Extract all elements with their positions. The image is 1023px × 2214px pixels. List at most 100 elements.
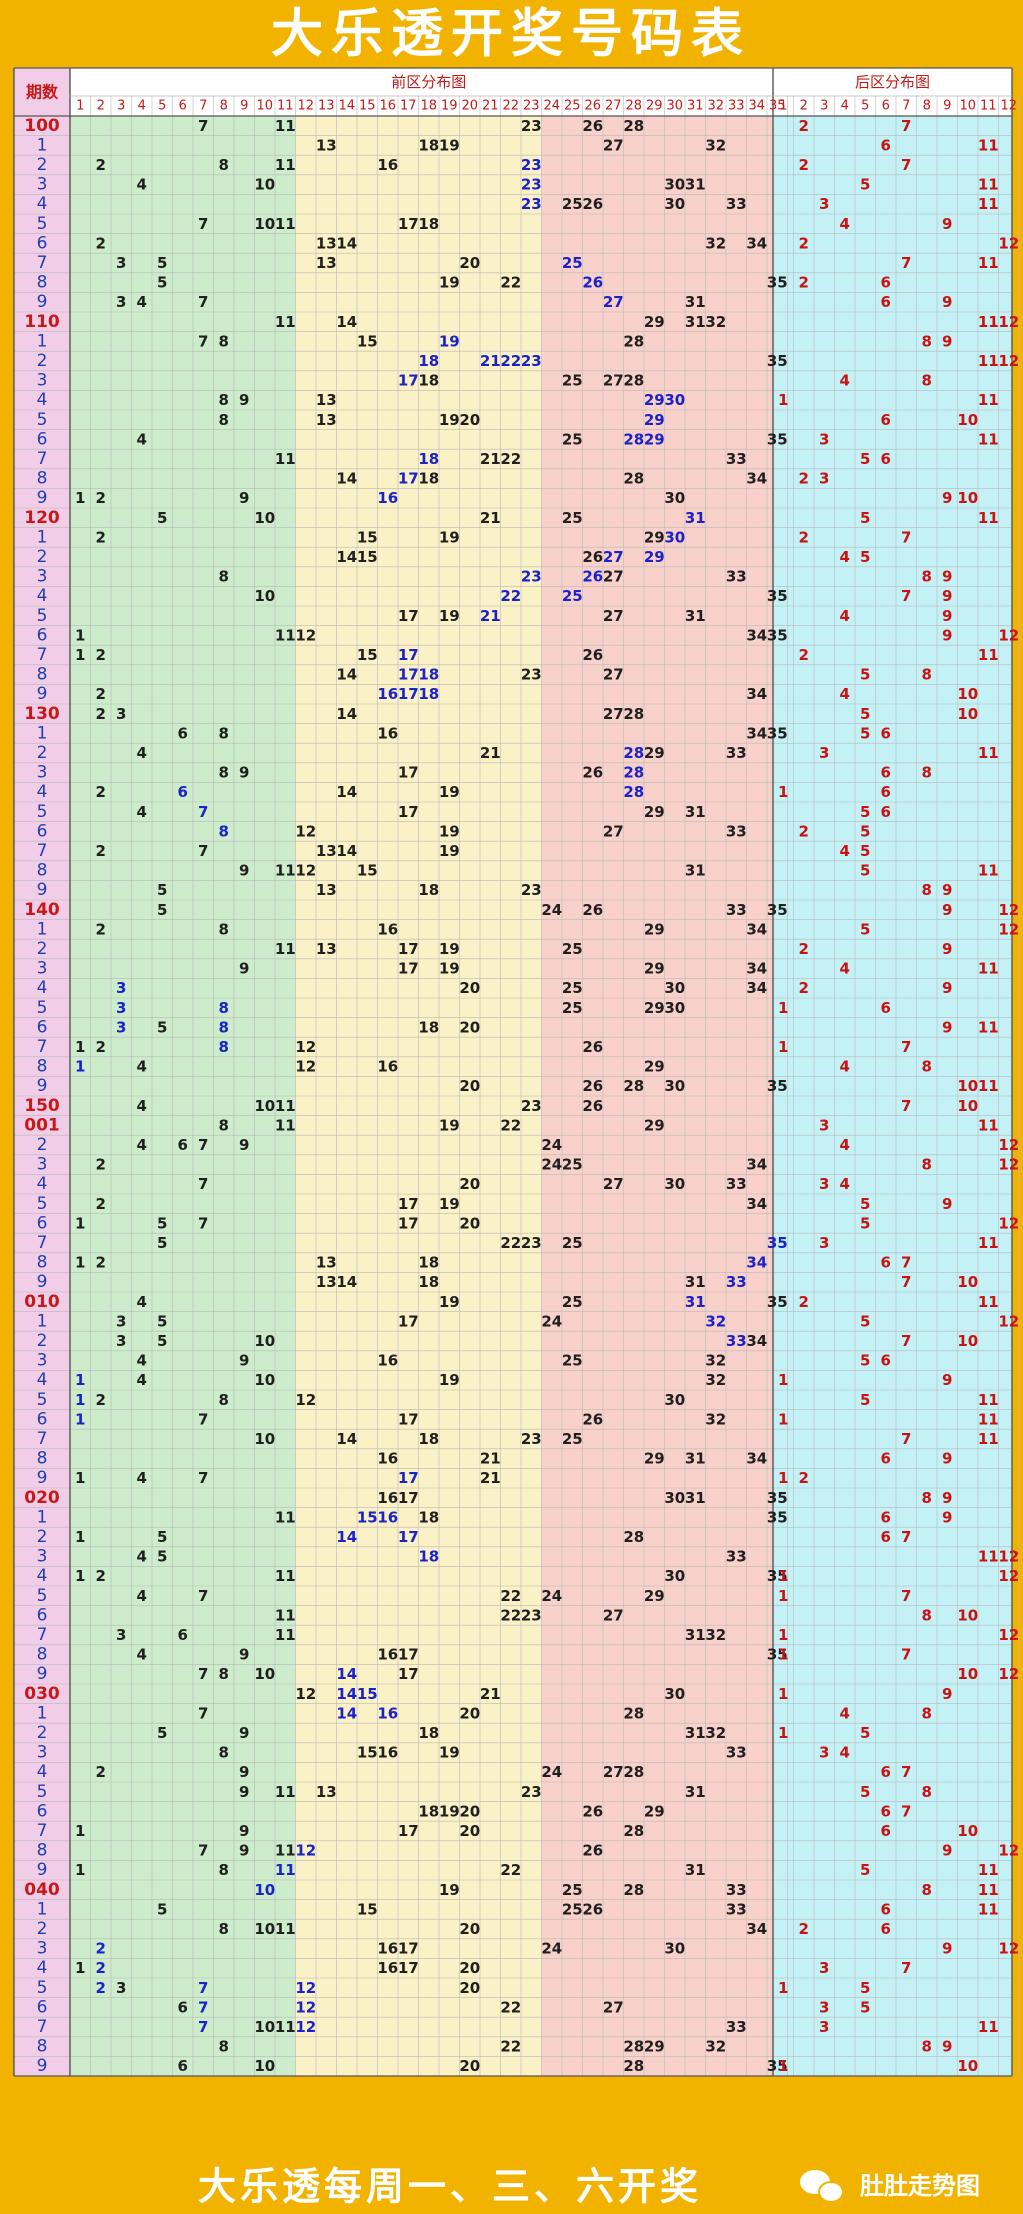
back-number-mark: 7 bbox=[901, 1763, 911, 1781]
front-number-mark: 16 bbox=[377, 156, 398, 174]
front-number-mark: 25 bbox=[562, 254, 583, 272]
period-label: 2 bbox=[37, 1331, 48, 1351]
back-number-mark: 11 bbox=[978, 1900, 999, 1918]
period-label: 5 bbox=[37, 1390, 48, 1410]
back-number-mark: 7 bbox=[901, 117, 911, 135]
front-number-mark: 3 bbox=[116, 705, 126, 723]
front-number-mark: 25 bbox=[562, 1352, 583, 1370]
front-number-mark: 24 bbox=[541, 901, 562, 919]
front-number-mark: 35 bbox=[767, 1234, 788, 1252]
front-number-mark: 23 bbox=[521, 1783, 542, 1801]
front-number-mark: 6 bbox=[178, 1998, 188, 2016]
front-number-mark: 5 bbox=[157, 1234, 167, 1252]
front-number-mark: 15 bbox=[357, 1685, 378, 1703]
back-number-mark: 2 bbox=[799, 1293, 809, 1311]
back-number-mark: 3 bbox=[819, 195, 829, 213]
front-number-mark: 15 bbox=[357, 862, 378, 880]
front-number-mark: 19 bbox=[439, 1881, 460, 1899]
front-number-mark: 32 bbox=[705, 2038, 726, 2056]
front-number-mark: 11 bbox=[275, 940, 296, 958]
back-number-mark: 4 bbox=[840, 1744, 850, 1762]
back-number-mark: 2 bbox=[799, 1469, 809, 1487]
back-number-mark: 5 bbox=[860, 450, 870, 468]
back-number-mark: 10 bbox=[957, 1273, 978, 1291]
back-number-mark: 9 bbox=[942, 1842, 952, 1860]
back-number-mark: 6 bbox=[881, 764, 891, 782]
front-number-mark: 31 bbox=[685, 1489, 706, 1507]
front-number-mark: 34 bbox=[746, 685, 767, 703]
back-column-label: 10 bbox=[959, 99, 976, 114]
front-number-mark: 19 bbox=[439, 1802, 460, 1820]
front-number-mark: 21 bbox=[480, 352, 501, 370]
back-number-mark: 2 bbox=[799, 274, 809, 292]
front-number-mark: 16 bbox=[377, 1508, 398, 1526]
back-column-label: 2 bbox=[800, 99, 808, 114]
front-number-mark: 35 bbox=[767, 587, 788, 605]
period-label: 130 bbox=[24, 704, 60, 724]
back-number-mark: 8 bbox=[922, 2038, 932, 2056]
front-number-mark: 7 bbox=[198, 1842, 208, 1860]
front-number-mark: 7 bbox=[198, 1979, 208, 1997]
back-number-mark: 5 bbox=[860, 842, 870, 860]
front-number-mark: 35 bbox=[767, 1077, 788, 1095]
front-number-mark: 10 bbox=[254, 1881, 275, 1899]
front-number-mark: 20 bbox=[459, 979, 480, 997]
back-column-label: 9 bbox=[943, 99, 951, 114]
front-number-mark: 3 bbox=[116, 1626, 126, 1644]
front-number-mark: 31 bbox=[685, 1293, 706, 1311]
front-number-mark: 17 bbox=[398, 1410, 419, 1428]
front-number-mark: 18 bbox=[418, 1508, 439, 1526]
period-label: 9 bbox=[37, 488, 48, 508]
period-label: 9 bbox=[37, 1468, 48, 1488]
front-number-mark: 28 bbox=[623, 430, 644, 448]
back-number-mark: 5 bbox=[860, 1195, 870, 1213]
back-number-mark: 7 bbox=[901, 1273, 911, 1291]
front-number-mark: 31 bbox=[685, 176, 706, 194]
front-number-mark: 11 bbox=[275, 1508, 296, 1526]
back-number-mark: 3 bbox=[819, 1116, 829, 1134]
front-number-mark: 4 bbox=[137, 1469, 147, 1487]
front-number-mark: 7 bbox=[198, 293, 208, 311]
front-number-mark: 30 bbox=[664, 1685, 685, 1703]
front-number-mark: 18 bbox=[418, 136, 439, 154]
front-number-mark: 19 bbox=[439, 842, 460, 860]
front-number-mark: 25 bbox=[562, 979, 583, 997]
front-number-mark: 4 bbox=[137, 176, 147, 194]
back-number-mark: 6 bbox=[881, 1254, 891, 1272]
front-number-mark: 8 bbox=[219, 1018, 229, 1036]
front-column-label: 3 bbox=[117, 99, 125, 114]
front-column-label: 22 bbox=[502, 99, 519, 114]
period-label: 8 bbox=[37, 2037, 48, 2057]
back-number-mark: 11 bbox=[978, 391, 999, 409]
front-column-label: 14 bbox=[338, 99, 355, 114]
front-number-mark: 16 bbox=[377, 1940, 398, 1958]
back-number-mark: 3 bbox=[819, 470, 829, 488]
front-number-mark: 34 bbox=[746, 234, 767, 252]
front-number-mark: 35 bbox=[767, 274, 788, 292]
period-label: 9 bbox=[37, 1272, 48, 1292]
back-area-header: 后区分布图 bbox=[855, 73, 930, 91]
front-number-mark: 6 bbox=[178, 724, 188, 742]
front-number-mark: 17 bbox=[398, 1959, 419, 1977]
period-label: 5 bbox=[37, 214, 48, 234]
front-number-mark: 35 bbox=[767, 352, 788, 370]
period-label: 8 bbox=[37, 273, 48, 293]
front-number-mark: 11 bbox=[275, 862, 296, 880]
front-number-mark: 20 bbox=[459, 1979, 480, 1997]
front-number-mark: 5 bbox=[157, 881, 167, 899]
back-number-mark: 3 bbox=[819, 1234, 829, 1252]
period-label: 2 bbox=[37, 1723, 48, 1743]
back-number-mark: 3 bbox=[819, 1175, 829, 1193]
front-number-mark: 16 bbox=[377, 1058, 398, 1076]
back-number-mark: 11 bbox=[978, 960, 999, 978]
front-number-mark: 21 bbox=[480, 509, 501, 527]
period-label: 6 bbox=[37, 625, 48, 645]
front-number-mark: 2 bbox=[96, 646, 106, 664]
back-number-mark: 11 bbox=[978, 2018, 999, 2036]
front-number-mark: 8 bbox=[219, 332, 229, 350]
front-number-mark: 18 bbox=[418, 372, 439, 390]
front-number-mark: 5 bbox=[157, 274, 167, 292]
front-number-mark: 16 bbox=[377, 1450, 398, 1468]
back-number-mark: 4 bbox=[840, 1704, 850, 1722]
front-number-mark: 4 bbox=[137, 1587, 147, 1605]
